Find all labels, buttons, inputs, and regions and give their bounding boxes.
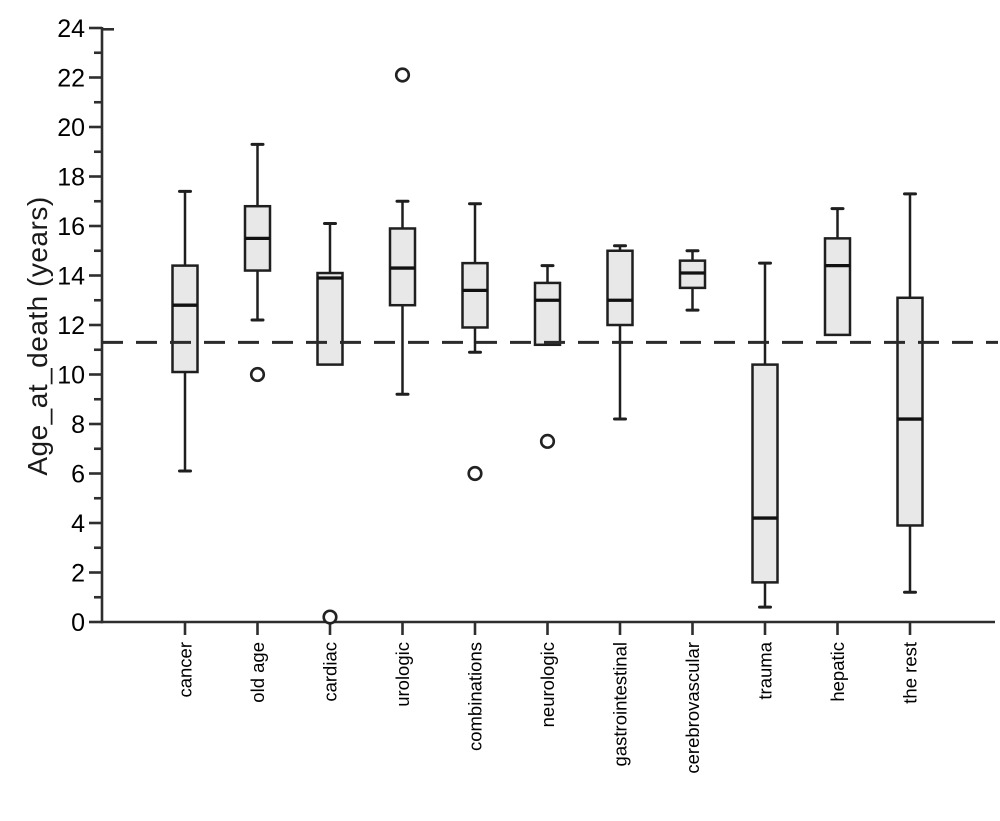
- y-tick-label: 20: [57, 114, 85, 142]
- y-tick-label: 0: [71, 609, 85, 637]
- boxplot-neurologic: [533, 264, 562, 449]
- x-category-label-gastrointestinal: gastrointestinal: [610, 642, 631, 766]
- outlier-point: [394, 67, 411, 83]
- x-category-label-cancer: cancer: [175, 642, 196, 698]
- y-tick-label: 12: [57, 312, 85, 340]
- y-tick-label: 22: [57, 65, 85, 93]
- x-category-label-combinations: combinations: [465, 642, 486, 751]
- y-tick-label: 14: [57, 263, 85, 291]
- iqr-box: [533, 281, 562, 347]
- iqr-box: [823, 237, 852, 337]
- boxplot-hepatic: [823, 207, 852, 337]
- outlier-point: [322, 609, 338, 625]
- y-tick-label: 18: [57, 164, 85, 192]
- y-tick-label: 8: [71, 411, 85, 439]
- iqr-box: [171, 264, 199, 374]
- boxplot-the-rest: [896, 192, 924, 594]
- boxplot-cardiac: [316, 222, 344, 625]
- y-axis-title: Age_at_death (years): [22, 196, 53, 476]
- boxplot-urologic: [388, 67, 417, 396]
- iqr-box: [896, 296, 924, 527]
- x-category-label-hepatic: hepatic: [827, 642, 848, 702]
- x-axis: cancer old age cardiac urologic combinations…: [100, 620, 995, 774]
- boxplot-cancer: [171, 189, 199, 473]
- iqr-box: [316, 271, 344, 366]
- outlier-point: [467, 465, 483, 482]
- boxplot-gastrointestinal: [606, 244, 634, 421]
- y-tick-label: 16: [57, 213, 85, 241]
- boxplot-cerebrovascular: [678, 249, 707, 312]
- x-category-label-the-rest: the rest: [900, 642, 921, 704]
- x-category-label-cerebrovascular: cerebrovascular: [682, 642, 703, 774]
- iqr-box: [606, 249, 634, 327]
- y-tick-label: 2: [71, 560, 85, 588]
- x-category-label-cardiac: cardiac: [320, 642, 341, 702]
- y-tick-label: 4: [71, 510, 85, 538]
- boxplot-combinations: [461, 202, 489, 482]
- outlier-point: [249, 366, 266, 383]
- boxplot-trauma: [751, 261, 779, 609]
- boxplot-old-age: [243, 142, 272, 383]
- x-category-label-urologic: urologic: [392, 642, 413, 707]
- y-tick-label: 6: [71, 461, 85, 489]
- x-category-label-neurologic: neurologic: [537, 642, 558, 727]
- iqr-box: [751, 363, 779, 584]
- x-category-label-trauma: trauma: [755, 641, 776, 699]
- iqr-box: [461, 261, 489, 329]
- y-tick-label: 24: [57, 15, 85, 43]
- x-category-label-old-age: old age: [247, 642, 268, 703]
- y-tick-label: 10: [57, 362, 85, 390]
- outlier-point: [539, 433, 556, 449]
